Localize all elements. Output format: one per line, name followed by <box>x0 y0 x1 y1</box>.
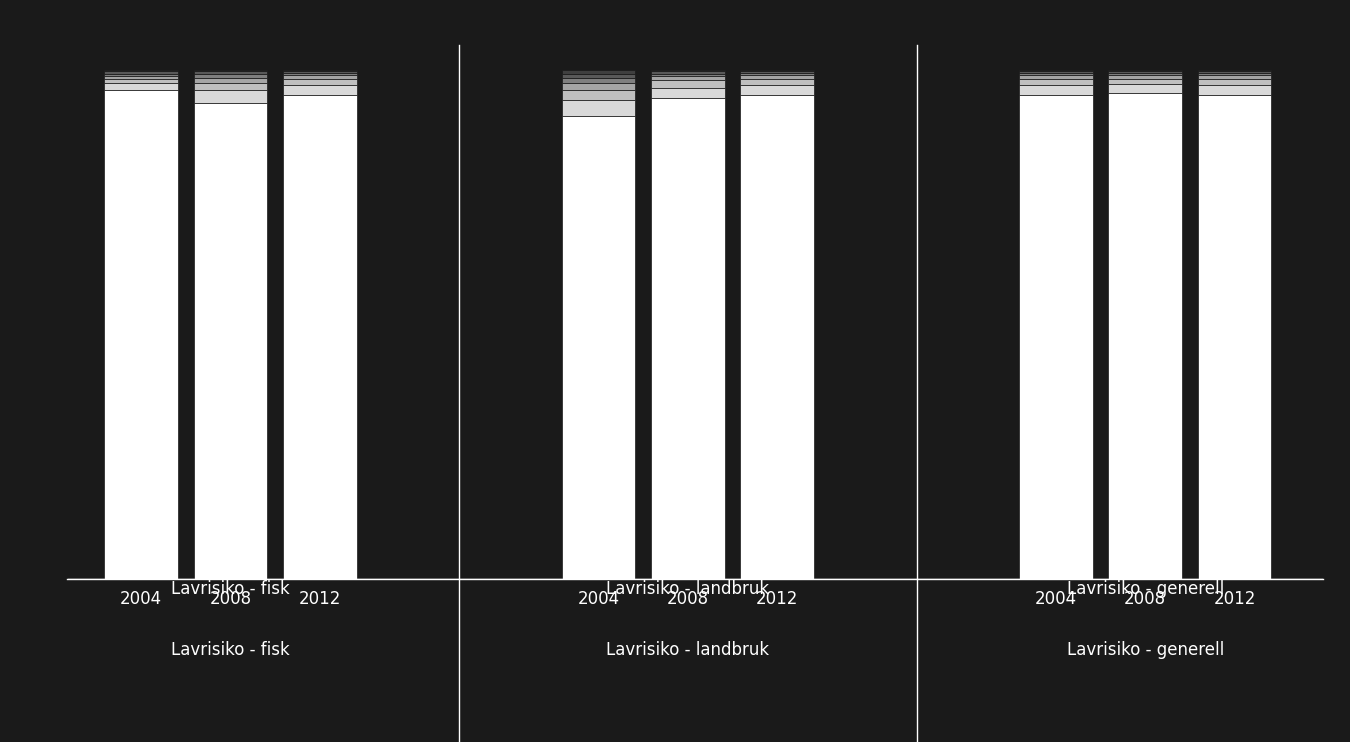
Bar <box>104 91 178 579</box>
Bar <box>1108 84 1183 93</box>
Bar <box>740 85 814 96</box>
Bar <box>1108 71 1183 73</box>
Bar <box>1197 70 1272 71</box>
Bar <box>1108 73 1183 75</box>
Bar <box>1019 79 1092 85</box>
Bar <box>104 70 178 71</box>
Bar <box>104 79 178 82</box>
Text: Lavrisiko - generell: Lavrisiko - generell <box>1066 580 1224 597</box>
Bar <box>193 71 267 74</box>
Bar <box>1019 85 1092 96</box>
Bar <box>740 70 814 71</box>
Bar <box>284 71 356 73</box>
Bar <box>1197 71 1272 73</box>
Bar <box>562 100 636 116</box>
Bar <box>1197 96 1272 579</box>
Bar <box>1019 73 1092 75</box>
Bar <box>1108 79 1183 84</box>
Bar <box>1019 96 1092 579</box>
Bar <box>284 75 356 79</box>
Bar <box>1108 70 1183 71</box>
Bar <box>1197 73 1272 75</box>
Bar <box>562 78 636 82</box>
Text: Lavrisiko - generell: Lavrisiko - generell <box>1066 641 1224 659</box>
Bar <box>740 96 814 579</box>
Bar <box>651 70 725 71</box>
Bar <box>193 103 267 579</box>
Bar <box>651 88 725 98</box>
Bar <box>651 98 725 579</box>
Bar <box>1019 75 1092 79</box>
Bar <box>104 71 178 73</box>
Text: Lavrisiko - fisk: Lavrisiko - fisk <box>171 641 290 659</box>
Text: Lavrisiko - landbruk: Lavrisiko - landbruk <box>606 580 769 597</box>
Bar <box>193 91 267 103</box>
Bar <box>562 91 636 100</box>
Bar <box>651 80 725 88</box>
Bar <box>562 82 636 91</box>
Bar <box>740 73 814 75</box>
Bar <box>1019 70 1092 71</box>
Text: Lavrisiko - fisk: Lavrisiko - fisk <box>171 580 290 597</box>
Bar <box>562 70 636 73</box>
Bar <box>193 82 267 91</box>
Bar <box>1197 85 1272 96</box>
Bar <box>1197 79 1272 85</box>
Bar <box>1019 71 1092 73</box>
Bar <box>1197 75 1272 79</box>
Bar <box>740 75 814 79</box>
Bar <box>651 76 725 80</box>
Bar <box>193 70 267 71</box>
Bar <box>1108 93 1183 579</box>
Bar <box>562 116 636 579</box>
Bar <box>104 76 178 79</box>
Bar <box>193 74 267 78</box>
Bar <box>740 71 814 73</box>
Bar <box>284 73 356 75</box>
Bar <box>104 82 178 91</box>
Bar <box>284 85 356 96</box>
Bar <box>740 79 814 85</box>
Bar <box>193 78 267 82</box>
Bar <box>104 73 178 76</box>
Text: Lavrisiko - landbruk: Lavrisiko - landbruk <box>606 641 769 659</box>
Bar <box>651 73 725 76</box>
Bar <box>284 70 356 71</box>
Bar <box>651 71 725 73</box>
Bar <box>1108 75 1183 79</box>
Bar <box>284 96 356 579</box>
Bar <box>284 79 356 85</box>
Bar <box>562 73 636 78</box>
